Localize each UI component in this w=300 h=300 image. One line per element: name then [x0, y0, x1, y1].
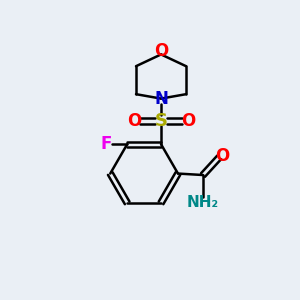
Text: O: O [127, 112, 141, 130]
Text: NH₂: NH₂ [187, 195, 219, 210]
Text: O: O [181, 112, 195, 130]
Text: O: O [215, 147, 229, 165]
Text: F: F [101, 135, 112, 153]
Text: O: O [154, 43, 168, 61]
Text: N: N [154, 90, 168, 108]
Text: S: S [154, 112, 167, 130]
